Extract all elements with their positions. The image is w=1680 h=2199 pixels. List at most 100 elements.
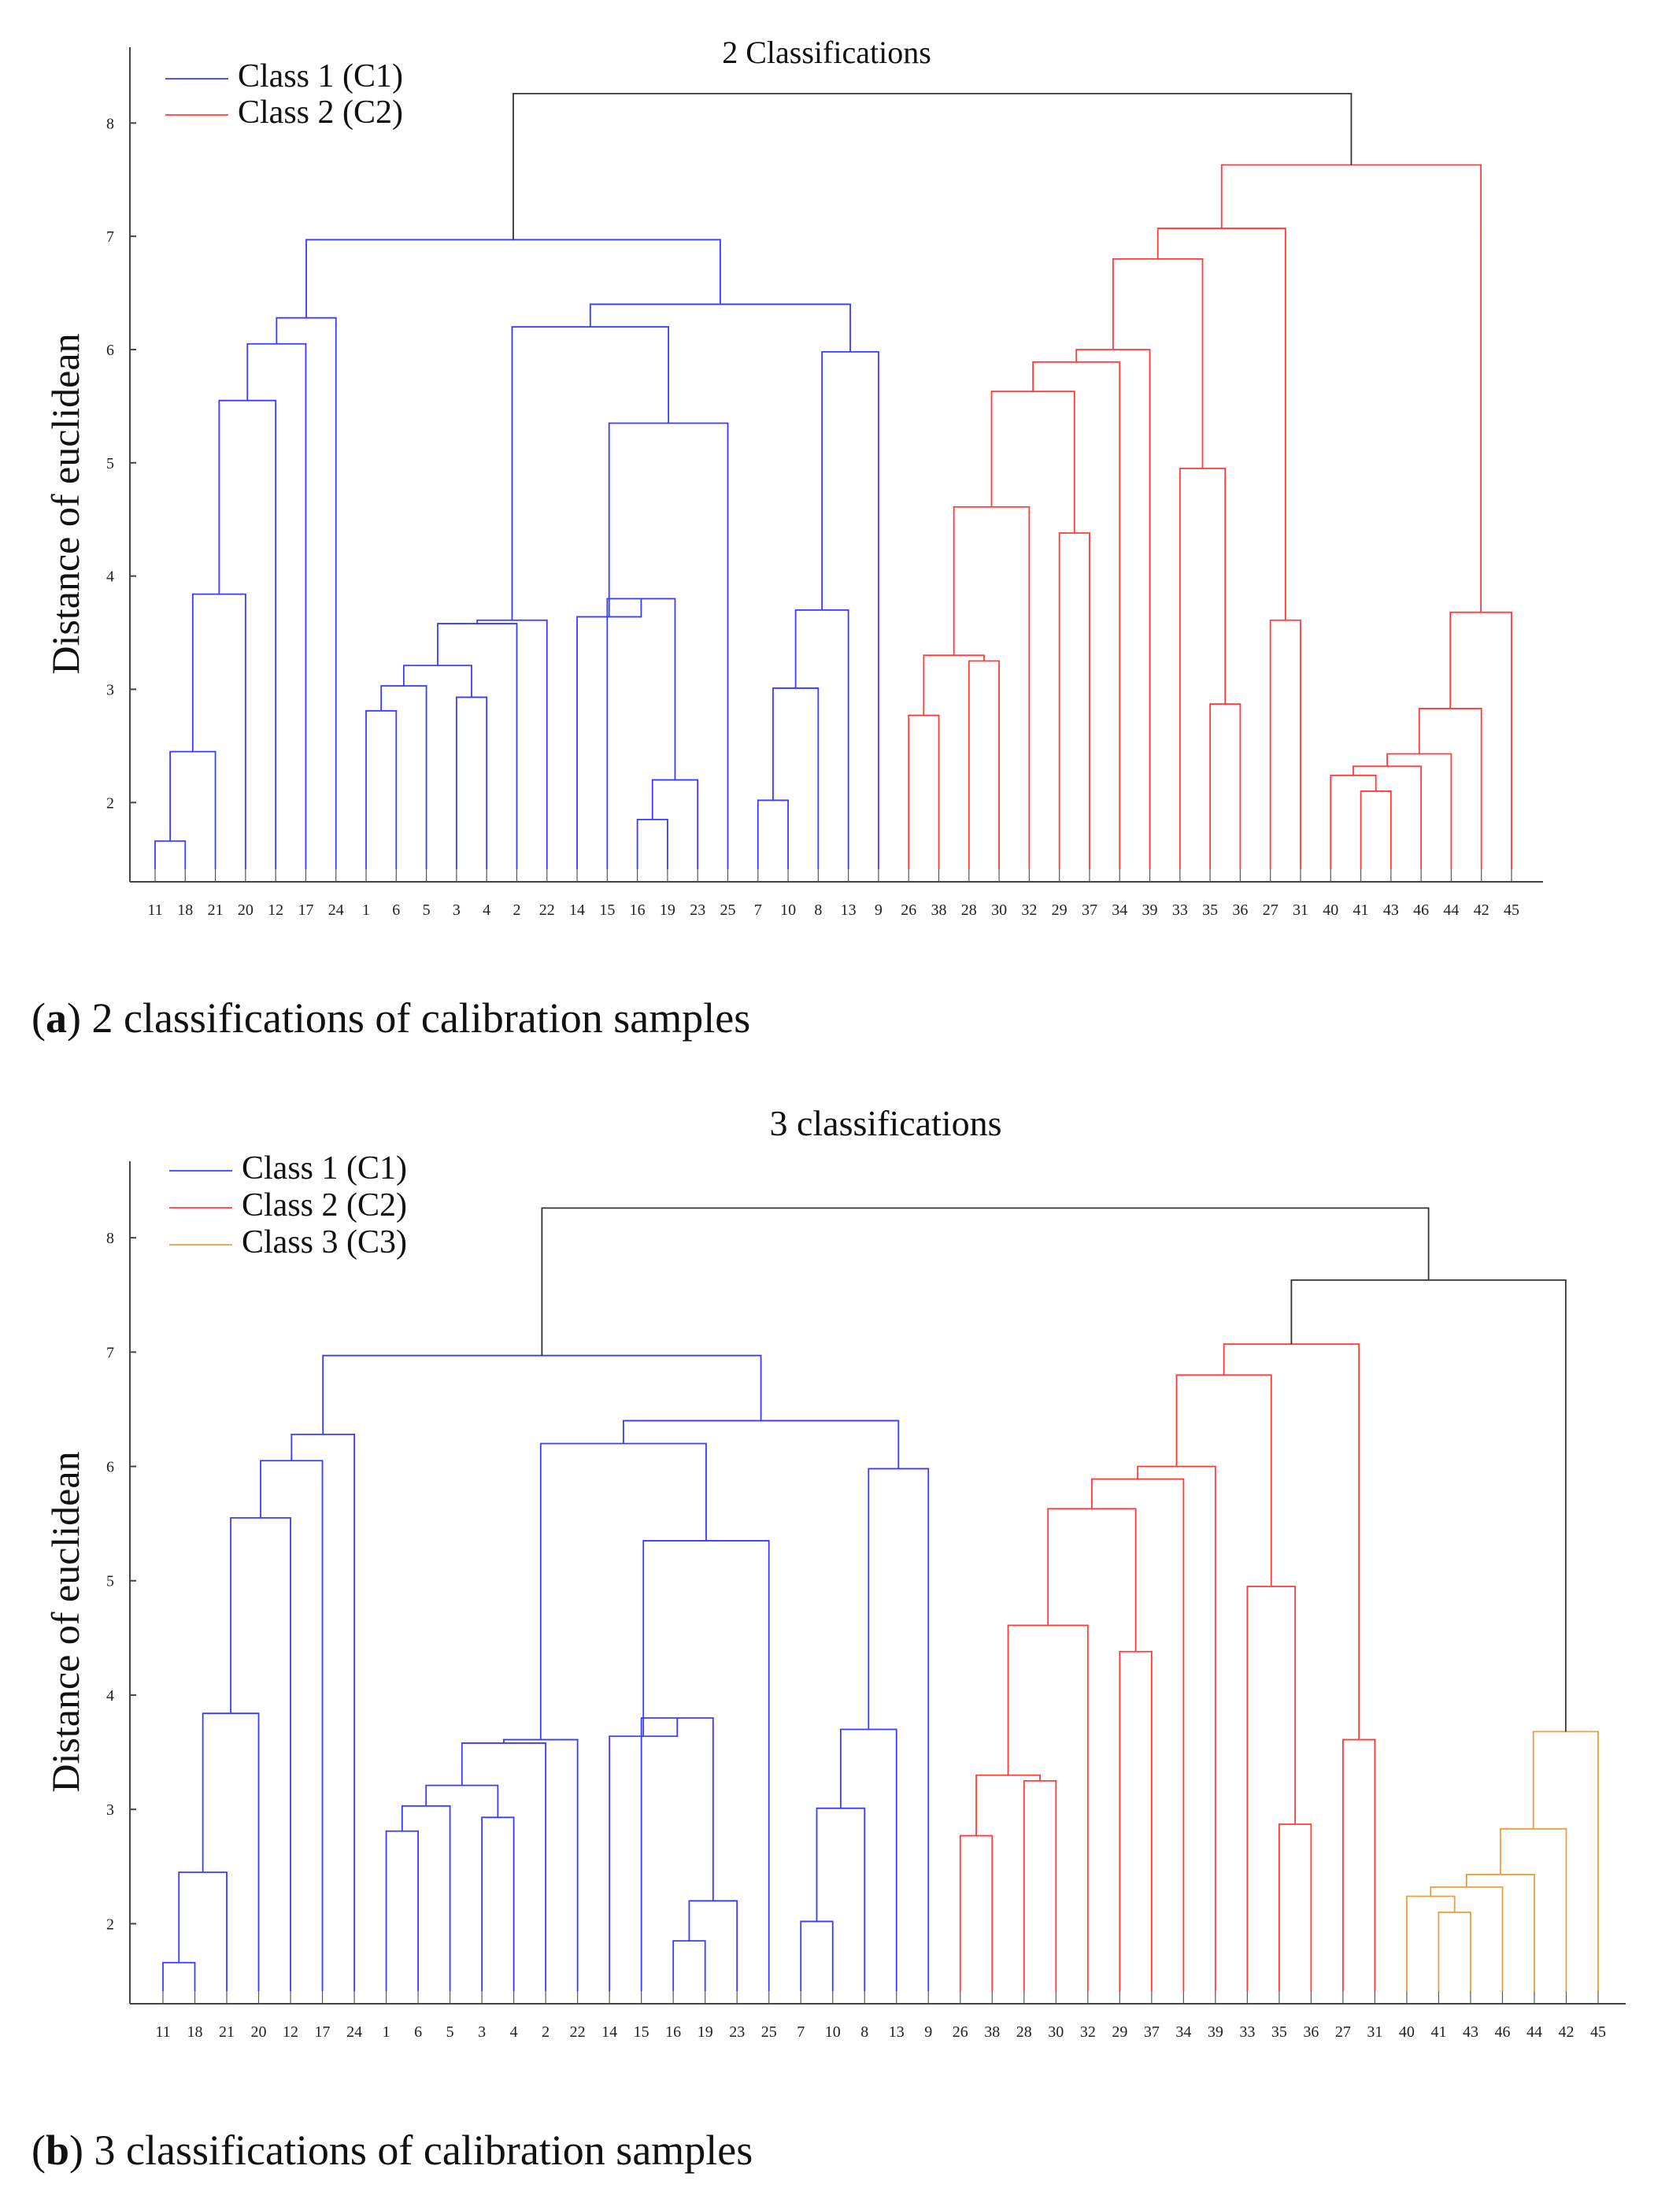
dendrogram-link (260, 1460, 324, 1991)
leaf-label: 29 (1112, 2023, 1127, 2041)
caption-b: (b) 3 classifications of calibration sam… (31, 2127, 753, 2174)
dendrogram-link (1465, 1874, 1535, 1991)
leaf-label: 30 (991, 901, 1007, 919)
dendrogram-link (202, 1712, 260, 1991)
dendrogram-link (589, 303, 851, 352)
dendrogram-link (1532, 1731, 1599, 1991)
leaf-label: 11 (147, 901, 162, 919)
dendrogram-link (968, 660, 1000, 869)
leaf-label: 11 (155, 2023, 170, 2041)
dendrogram-link (1386, 753, 1452, 869)
dendrogram-link (305, 239, 721, 318)
leaf-label: 31 (1367, 2023, 1382, 2041)
leaf-label: 8 (860, 2023, 868, 2041)
leaf-label: 13 (841, 901, 857, 919)
dendrogram-link (1246, 1586, 1297, 1991)
dendrogram-panel-a: 2 3 4 5 6 7 8 11 18 21 20 12 17 24 1 6 5 3 4 2 22 14 15 16 19 23 2… (0, 0, 1680, 976)
dendrogram-link (461, 1742, 547, 1991)
y-tick-label: 5 (106, 455, 114, 472)
leaf-label: 44 (1526, 2023, 1542, 2041)
y-tick-label: 8 (106, 1230, 114, 1247)
leaf-label: 12 (283, 2023, 298, 2041)
dendrogram-link (218, 399, 277, 869)
leaf-label: 33 (1172, 901, 1188, 919)
leaf-label: 29 (1052, 901, 1068, 919)
dendrogram-link (609, 1717, 679, 1991)
y-tick-label: 8 (106, 115, 114, 132)
dendrogram-link (622, 1420, 900, 1469)
leaf-label: 5 (423, 901, 431, 919)
leaf-label: 19 (660, 901, 675, 919)
legend-label: Class 1 (C1) (242, 1150, 407, 1186)
dendrogram-link (178, 1871, 228, 1991)
chart-title: 2 Classifications (722, 35, 931, 70)
leaf-label: 37 (1082, 901, 1097, 919)
legend-label: Class 3 (C3) (242, 1224, 407, 1261)
leaf-label: 6 (392, 901, 400, 919)
dendrogram-link (1075, 349, 1151, 869)
leaf-label: 1 (383, 2023, 390, 2041)
dendrogram-link (476, 619, 548, 869)
leaf-label: 41 (1353, 901, 1369, 919)
dendrogram-link (455, 696, 488, 869)
leaf-label: 39 (1142, 901, 1158, 919)
dendrogram-link (757, 799, 789, 869)
dendrogram-link (365, 709, 398, 869)
caption-b-text: 3 classifications of calibration samples (83, 2127, 753, 2174)
leaf-label: 17 (315, 2023, 331, 2041)
dendrogram-link (1023, 1779, 1057, 1991)
leaf-label: 24 (328, 901, 344, 919)
leaf-label: 15 (634, 2023, 649, 2041)
legend-label: Class 2 (C2) (242, 1187, 407, 1224)
leaf-label: 37 (1144, 2023, 1160, 2041)
dendrogram-link (1500, 1827, 1567, 1991)
dendrogram-panel-b: 2 3 4 5 6 7 8 11 18 21 20 12 17 24 1 6 5 3 4 2 22 14 15 16 19 23 2… (0, 1087, 1680, 2063)
y-tick-label: 7 (106, 228, 114, 246)
leaf-label: 19 (698, 2023, 713, 2041)
leaf-label: 14 (569, 901, 585, 919)
dendrogram-link (908, 714, 940, 869)
dendrogram-link (191, 593, 246, 869)
leaf-label: 9 (875, 901, 883, 919)
leaf-label: 34 (1112, 901, 1127, 919)
dendrogram-link (401, 1805, 451, 1991)
y-tick-label: 4 (106, 568, 114, 586)
dendrogram-link (606, 598, 676, 869)
dendrogram-link (276, 317, 337, 869)
leaf-label: 28 (961, 901, 977, 919)
leaf-label: 2 (542, 2023, 550, 2041)
dendrogram-link (975, 1774, 1041, 1836)
caption-a-text: 2 classifications of calibration samples (80, 994, 751, 1042)
leaf-label: 28 (1016, 2023, 1032, 2041)
leaf-label: 36 (1232, 901, 1248, 919)
dendrogram-link (380, 685, 427, 869)
leaf-label: 9 (924, 2023, 932, 2041)
leaf-label: 25 (720, 901, 735, 919)
caption-a: (a) 2 classifications of calibration sam… (31, 994, 751, 1042)
leaf-label: 27 (1335, 2023, 1351, 2041)
dendrogram-link (1342, 1738, 1376, 1991)
dendrogram-link (385, 1830, 419, 1991)
caption-a-letter: a (45, 994, 67, 1042)
leaf-label: 21 (219, 2023, 235, 2041)
leaf-label: 43 (1463, 2023, 1478, 2041)
leaf-label: 44 (1443, 901, 1459, 919)
dendrogram-link (990, 391, 1075, 533)
dendrogram-link (1112, 258, 1204, 468)
dendrogram-link (839, 1728, 897, 1991)
chart-title: 3 classifications (769, 1103, 1001, 1143)
dendrogram-link (425, 1784, 499, 1818)
leaf-label: 43 (1383, 901, 1399, 919)
leaf-label: 16 (630, 901, 646, 919)
dendrogram-link (154, 840, 187, 869)
leaf-label: 1 (362, 901, 370, 919)
dendrogram-link (1058, 532, 1090, 869)
leaf-label: 8 (814, 901, 822, 919)
dendrogram-link (1007, 1624, 1089, 1991)
dendrogram-link (1119, 1650, 1153, 1991)
leaf-label: 31 (1293, 901, 1308, 919)
dendrogram-link (1418, 708, 1482, 869)
leaf-label: 41 (1430, 2023, 1446, 2041)
leaf-label: 23 (729, 2023, 745, 2041)
dendrogram-link (651, 779, 699, 869)
